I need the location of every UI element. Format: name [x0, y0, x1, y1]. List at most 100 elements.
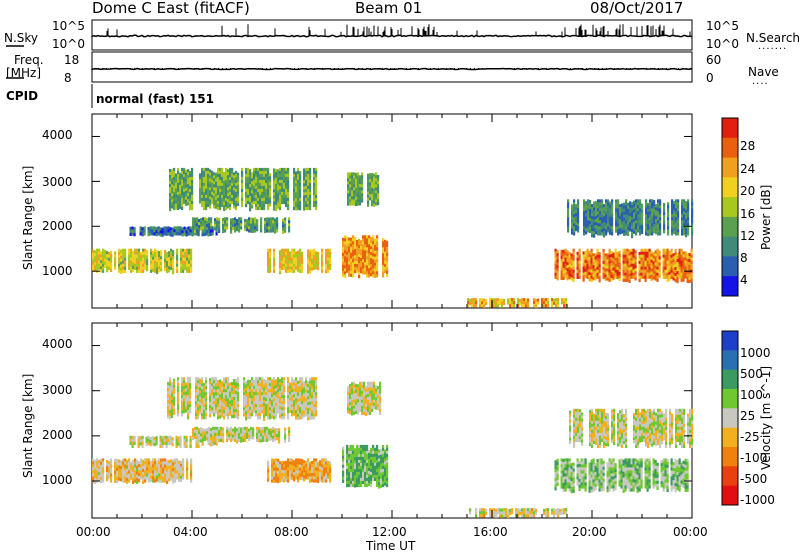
- heatmap-cell: [122, 269, 125, 273]
- heatmap-cell: [108, 266, 111, 270]
- heatmap-cell: [177, 194, 180, 199]
- heatmap-cell: [637, 226, 640, 230]
- heatmap-cell: [598, 267, 601, 271]
- heatmap-cell: [215, 196, 218, 200]
- heatmap-cell: [182, 269, 185, 273]
- heatmap-cell: [628, 276, 631, 280]
- heatmap-cell: [138, 467, 141, 471]
- heatmap-cell: [96, 464, 99, 468]
- heatmap-cell: [204, 223, 207, 227]
- heatmap-cell: [248, 223, 251, 227]
- heatmap-cell: [374, 271, 377, 275]
- heatmap-cell: [167, 382, 170, 386]
- heatmap-cell: [96, 467, 99, 471]
- heatmap-cell: [142, 471, 145, 475]
- heatmap-cell: [652, 252, 655, 256]
- heatmap-cell: [307, 182, 310, 187]
- heatmap-cell: [172, 465, 175, 469]
- heatmap-cell: [349, 193, 352, 197]
- heatmap-cell: [355, 196, 358, 201]
- heatmap-cell: [263, 206, 266, 211]
- heatmap-cell: [106, 466, 109, 470]
- heatmap-cell: [197, 389, 200, 393]
- heatmap-cell: [221, 381, 224, 385]
- heatmap-cell: [677, 232, 680, 236]
- heatmap-cell: [276, 223, 279, 227]
- heatmap-cell: [261, 185, 264, 190]
- heatmap-cell: [254, 220, 257, 224]
- heatmap-cell: [344, 244, 347, 248]
- heatmap-cell: [257, 416, 260, 420]
- heatmap-cell: [299, 266, 302, 270]
- heatmap-cell: [287, 188, 290, 193]
- heatmap-cell: [221, 173, 224, 178]
- heatmap-cell: [587, 199, 590, 203]
- heatmap-cell: [275, 186, 278, 191]
- heatmap-cell: [164, 261, 167, 266]
- heatmap-cell: [357, 190, 360, 194]
- heatmap-cell: [166, 459, 169, 463]
- heatmap-cell: [577, 205, 580, 209]
- heatmap-cell: [662, 266, 665, 270]
- heatmap-cell: [264, 432, 267, 436]
- heatmap-cell: [632, 257, 635, 261]
- heatmap-cell: [347, 187, 350, 191]
- heatmap-cell: [173, 408, 176, 412]
- heatmap-cell: [92, 264, 95, 268]
- heatmap-cell: [186, 461, 189, 465]
- heatmap-cell: [299, 260, 302, 264]
- heatmap-cell: [217, 404, 220, 408]
- heatmap-cell: [140, 464, 143, 468]
- heatmap-cell: [265, 200, 268, 205]
- heatmap-cell: [615, 211, 618, 215]
- heatmap-cell: [197, 407, 200, 411]
- heatmap-cell: [200, 218, 203, 222]
- heatmap-cell: [684, 257, 687, 261]
- heatmap-cell: [221, 414, 224, 418]
- heatmap-cell: [176, 248, 179, 252]
- heatmap-cell: [250, 226, 253, 230]
- heatmap-cell: [646, 257, 649, 261]
- heatmap-cell: [617, 217, 620, 221]
- heatmap-cell: [651, 220, 654, 224]
- heatmap-cell: [576, 269, 579, 273]
- heatmap-cell: [598, 264, 601, 268]
- heatmap-cell: [225, 197, 228, 202]
- heatmap-cell: [100, 479, 103, 483]
- heatmap-cell: [200, 433, 203, 437]
- heatmap-cell: [556, 253, 559, 257]
- heatmap-cell: [167, 394, 170, 398]
- heatmap-cell: [185, 199, 188, 203]
- nave-dot: [358, 68, 359, 69]
- heatmap-cell: [615, 223, 618, 227]
- heatmap-cell: [128, 470, 131, 474]
- nave-dot: [498, 68, 499, 69]
- heatmap-cell: [205, 176, 208, 181]
- heatmap-cell: [609, 204, 612, 208]
- heatmap-cell: [560, 261, 563, 265]
- heatmap-cell: [283, 257, 286, 261]
- heatmap-cell: [168, 263, 171, 267]
- heatmap-cell: [137, 444, 140, 448]
- heatmap-cell: [281, 389, 284, 393]
- heatmap-cell: [356, 243, 359, 247]
- heatmap-cell: [370, 273, 373, 277]
- heatmap-cell: [249, 172, 252, 176]
- heatmap-cell: [283, 254, 286, 258]
- heatmap-cell: [674, 276, 677, 280]
- heatmap-cell: [349, 202, 352, 206]
- heatmap-cell: [245, 381, 248, 385]
- heatmap-cell: [367, 200, 370, 204]
- heatmap-cell: [137, 441, 140, 445]
- heatmap-cell: [570, 262, 573, 266]
- heatmap-cell: [197, 392, 200, 396]
- heatmap-cell: [169, 383, 172, 387]
- nave-dot: [446, 68, 447, 69]
- heatmap-cell: [576, 254, 579, 258]
- heatmap-cell: [551, 304, 554, 308]
- heatmap-cell: [167, 388, 170, 392]
- heatmap-cell: [245, 185, 248, 190]
- heatmap-cell: [195, 404, 198, 408]
- heatmap-cell: [175, 200, 178, 204]
- heatmap-cell: [259, 395, 262, 399]
